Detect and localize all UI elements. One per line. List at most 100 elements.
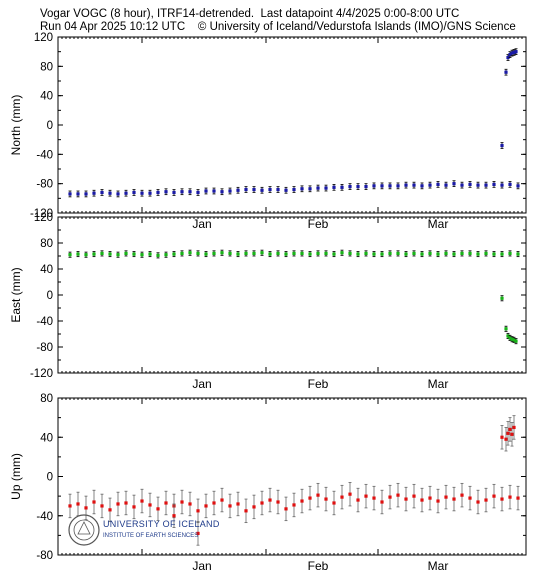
data-point	[380, 252, 384, 256]
data-point	[396, 184, 400, 188]
data-point	[332, 501, 336, 505]
data-point	[506, 334, 510, 338]
data-point	[300, 251, 304, 255]
data-point	[500, 183, 504, 187]
data-point	[124, 191, 128, 195]
data-point	[188, 190, 192, 194]
data-point	[308, 187, 312, 191]
data-point	[396, 251, 400, 255]
data-point	[68, 504, 72, 508]
data-point	[164, 190, 168, 194]
data-point	[324, 186, 328, 190]
data-point	[220, 498, 224, 502]
y-tick-label: 120	[34, 212, 53, 224]
data-point	[244, 251, 248, 255]
plot-frame	[57, 216, 527, 374]
x-month-label: Feb	[308, 377, 329, 391]
data-point	[380, 500, 384, 504]
y-tick-label: -80	[36, 179, 53, 191]
data-point	[504, 70, 508, 74]
header-run-info: Run 04 Apr 2025 10:12 UTC © University o…	[40, 21, 516, 33]
data-point	[428, 251, 432, 255]
x-month-label: Mar	[428, 377, 449, 391]
data-point	[300, 499, 304, 503]
data-point	[412, 494, 416, 498]
data-point	[500, 143, 504, 148]
data-point	[332, 185, 336, 189]
x-month-label: Feb	[308, 217, 329, 231]
data-point	[124, 251, 128, 255]
data-point	[292, 187, 296, 192]
data-point	[364, 251, 368, 255]
data-point	[428, 496, 432, 500]
data-point	[260, 188, 264, 192]
data-point	[420, 252, 424, 256]
data-point	[148, 191, 152, 195]
data-point	[244, 509, 248, 513]
data-point	[220, 190, 224, 194]
data-point	[116, 502, 120, 506]
data-point	[512, 50, 516, 54]
data-point	[68, 253, 72, 257]
data-point	[84, 253, 88, 257]
data-point	[252, 505, 256, 509]
data-point	[404, 183, 408, 187]
data-point	[164, 501, 168, 505]
data-point	[500, 435, 504, 439]
data-point	[484, 251, 488, 255]
data-point	[308, 496, 312, 500]
y-tick-label: 120	[34, 32, 53, 44]
data-point	[156, 190, 160, 195]
data-point	[316, 493, 320, 497]
data-point	[92, 252, 96, 256]
data-point	[476, 252, 480, 256]
data-point	[372, 496, 376, 500]
data-point	[436, 252, 440, 256]
data-point	[512, 425, 516, 430]
data-point	[156, 253, 160, 257]
panel-east: -120 -80 -40 0 40 80 120 Jan Feb Mar East (mm)	[9, 212, 527, 391]
x-month-label: Mar	[428, 559, 449, 573]
data-point	[412, 183, 416, 187]
data-point	[436, 182, 440, 186]
data-point	[356, 185, 360, 189]
data-point	[276, 500, 280, 504]
data-point	[284, 507, 288, 511]
data-point	[508, 336, 512, 340]
data-point	[292, 251, 296, 255]
data-point	[516, 252, 520, 256]
data-point	[316, 186, 320, 190]
data-point	[236, 502, 240, 506]
data-point	[172, 514, 176, 518]
y-tick-label: -40	[36, 149, 53, 161]
data-point	[132, 505, 136, 509]
logo-name: UNIVERSITY OF ICELAND	[103, 519, 220, 529]
data-point	[468, 496, 472, 500]
data-point	[380, 184, 384, 188]
data-point	[510, 337, 514, 341]
x-month-label: Mar	[428, 217, 449, 231]
y-tick-label: -120	[30, 208, 53, 220]
data-point	[452, 182, 456, 186]
y-axis-title: Up (mm)	[9, 453, 23, 500]
data-point	[460, 251, 464, 255]
data-point	[348, 492, 352, 496]
data-point	[180, 500, 184, 504]
data-point	[468, 251, 472, 255]
y-axis-title: East (mm)	[9, 267, 23, 322]
data-point	[514, 339, 518, 343]
x-month-label: Jan	[192, 559, 211, 573]
seal-inner-icon	[73, 519, 95, 541]
data-point	[508, 182, 512, 186]
y-tick-label: 0	[47, 290, 53, 302]
data-point	[516, 496, 520, 500]
data-point	[172, 190, 176, 195]
data-point	[204, 504, 208, 508]
data-point	[444, 251, 448, 255]
data-point	[228, 504, 232, 508]
y-tick-label: -120	[30, 368, 53, 380]
data-point	[116, 192, 120, 196]
data-point	[516, 184, 520, 188]
